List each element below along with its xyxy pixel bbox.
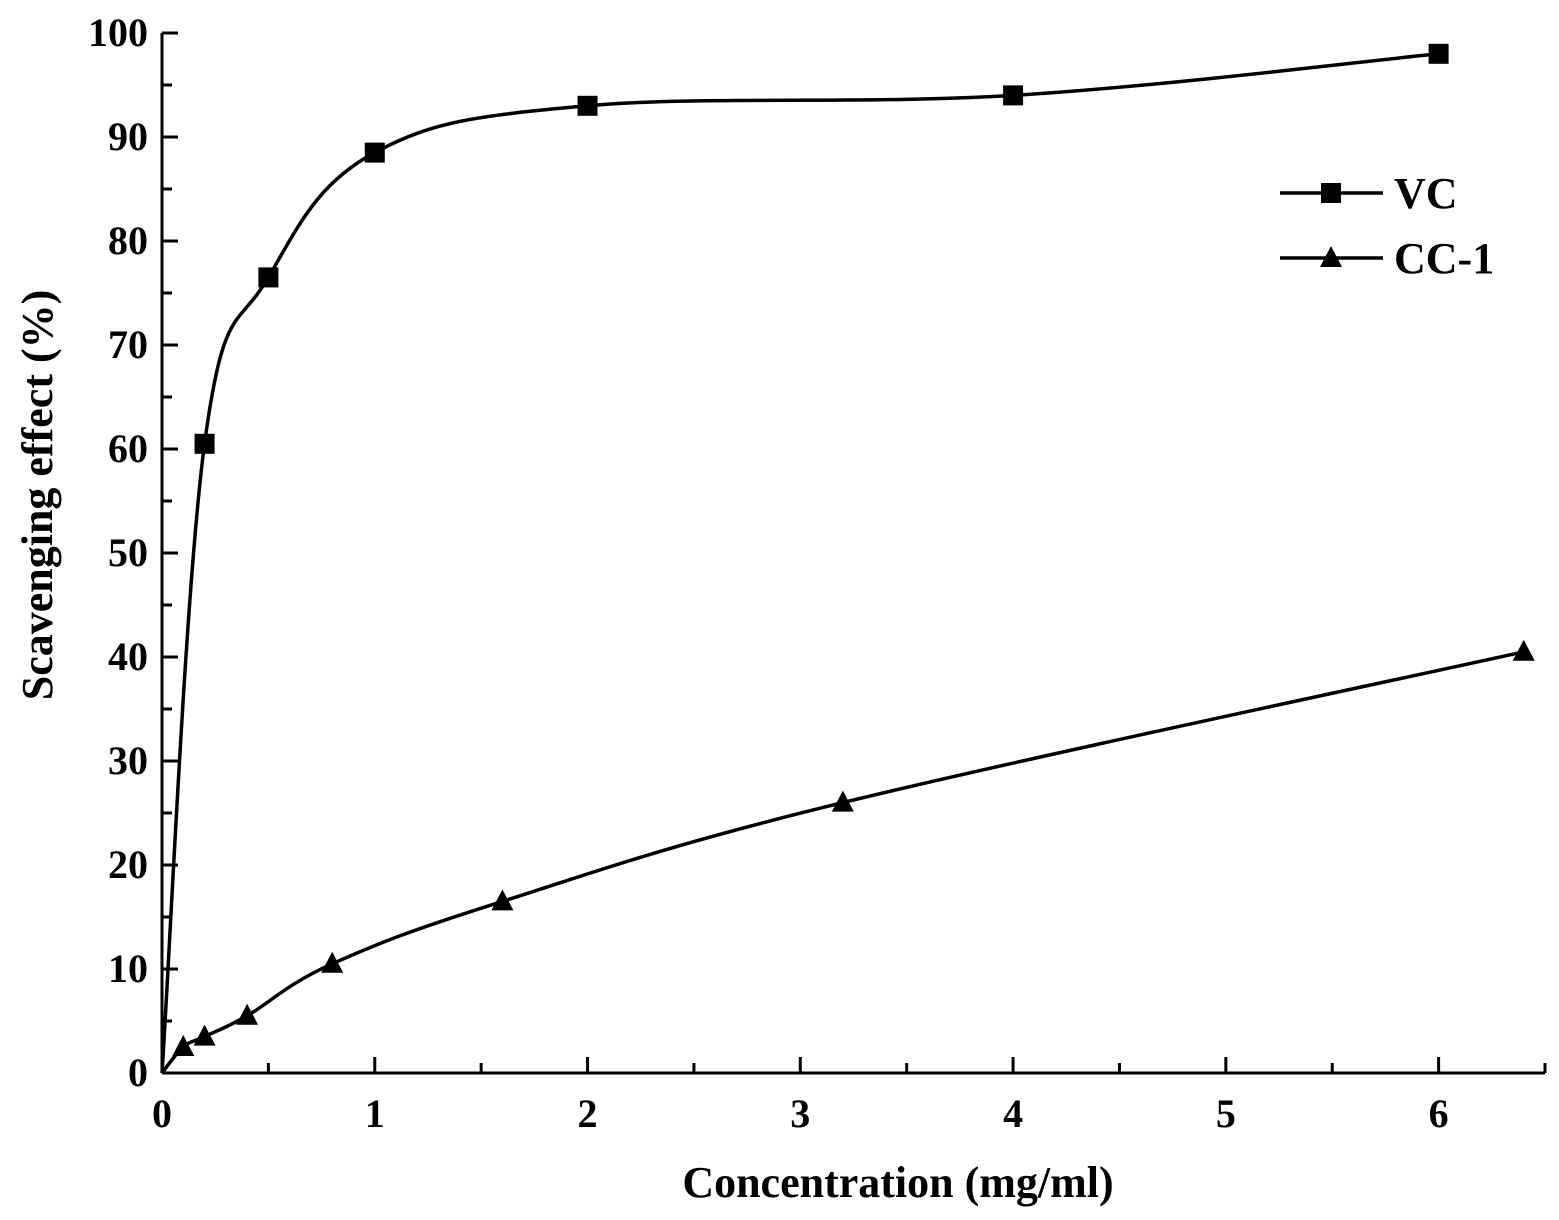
data-point-vc (577, 95, 598, 116)
legend-item-cc-1: CC-1 (1280, 234, 1494, 283)
series (160, 43, 1535, 1075)
y-tick-label: 40 (108, 634, 148, 679)
y-tick-label: 100 (88, 10, 148, 55)
x-tick-label: 1 (365, 1091, 385, 1136)
series-line-cc-1 (160, 650, 1525, 1075)
y-tick-label: 80 (108, 218, 148, 263)
y-tick-label: 10 (108, 946, 148, 991)
legend-marker-cc-1 (1320, 246, 1342, 267)
data-point-cc-1 (491, 889, 514, 911)
y-tick-label: 0 (128, 1050, 148, 1095)
ticks: 0 10 20 30 40 50 60 70 80 90 100 0 1 2 3 4 5 6 (88, 10, 1547, 1136)
legend-label: CC-1 (1394, 234, 1494, 283)
data-point-cc-1 (1512, 639, 1535, 661)
x-tick-label: 0 (152, 1091, 172, 1136)
x-tick-label: 5 (1216, 1091, 1236, 1136)
legend: VC CC-1 (1280, 169, 1494, 283)
data-point-cc-1 (236, 1003, 259, 1025)
series-cc-1 (160, 639, 1535, 1075)
legend-item-vc: VC (1280, 169, 1458, 218)
data-point-vc (1003, 85, 1024, 106)
x-tick-label: 4 (1003, 1091, 1023, 1136)
data-point-cc-1 (172, 1035, 195, 1056)
data-point-cc-1 (193, 1024, 216, 1046)
data-point-vc (194, 433, 215, 454)
y-tick-label: 30 (108, 738, 148, 783)
x-tick-label: 3 (790, 1091, 810, 1136)
y-tick-label: 50 (108, 530, 148, 575)
x-tick-label: 2 (578, 1091, 598, 1136)
data-point-cc-1 (831, 790, 854, 812)
y-axis-title: Scavenging effect (%) (13, 290, 62, 701)
y-tick-label: 70 (108, 322, 148, 367)
x-axis-title: Concentration (mg/ml) (682, 1158, 1113, 1207)
series-line-vc (160, 52, 1439, 1074)
y-tick-label: 60 (108, 426, 148, 471)
legend-marker-vc (1321, 183, 1341, 203)
x-tick-label: 6 (1429, 1091, 1449, 1136)
y-tick-label: 20 (108, 842, 148, 887)
data-point-cc-1 (321, 951, 344, 973)
series-vc (160, 43, 1449, 1074)
legend-label: VC (1394, 169, 1458, 218)
data-point-vc (364, 142, 385, 163)
data-point-vc (1428, 43, 1449, 64)
y-tick-label: 90 (108, 114, 148, 159)
data-point-vc (258, 267, 279, 288)
